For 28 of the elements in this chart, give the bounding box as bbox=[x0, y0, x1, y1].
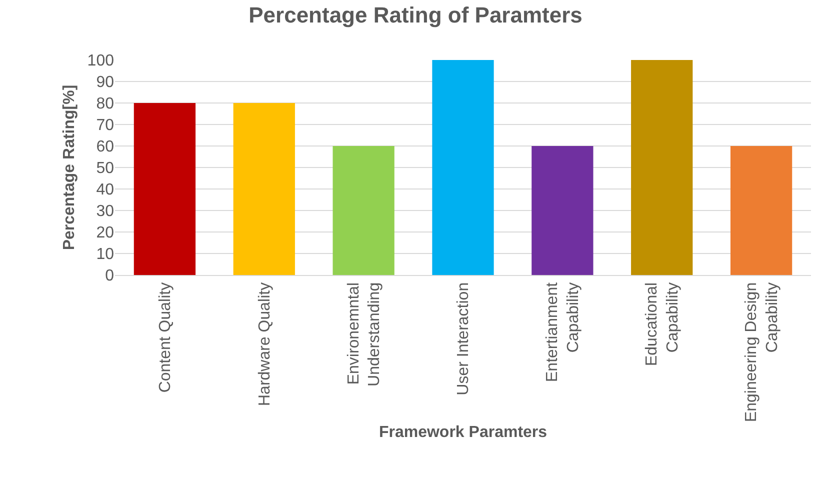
x-tick-label: Hardware Quality bbox=[256, 282, 274, 406]
y-tick-label: 40 bbox=[96, 182, 114, 199]
y-tick-label: 20 bbox=[96, 224, 114, 242]
bar bbox=[432, 60, 494, 275]
bar bbox=[730, 146, 792, 275]
y-tick-label: 70 bbox=[96, 117, 114, 134]
bar bbox=[332, 146, 394, 275]
y-tick-label: 30 bbox=[96, 203, 114, 220]
x-tick-label: Entertianment Capability bbox=[544, 282, 582, 382]
x-tick-label: Educational Capability bbox=[644, 282, 682, 366]
y-tick-label: 50 bbox=[96, 160, 114, 178]
x-tick-label: Content Quality bbox=[156, 282, 174, 393]
x-axis-title: Framework Paramters bbox=[378, 424, 548, 441]
y-tick-label: 0 bbox=[105, 268, 114, 285]
bar bbox=[233, 103, 295, 275]
y-tick-label: 90 bbox=[96, 74, 114, 92]
x-tick-label: Engineering Design Capability bbox=[743, 282, 781, 422]
y-tick-label: 60 bbox=[96, 138, 114, 156]
y-tick-label: 10 bbox=[96, 246, 114, 264]
y-tick-label: 100 bbox=[87, 52, 114, 70]
chart-title: Percentage Rating of Paramters bbox=[248, 2, 582, 28]
bar bbox=[532, 146, 594, 275]
x-tick-label: User Interaction bbox=[455, 282, 472, 396]
bar bbox=[134, 103, 196, 275]
bar bbox=[631, 60, 693, 275]
y-tick-label: 80 bbox=[96, 96, 114, 113]
y-axis-title: Percentage Rating[%] bbox=[61, 84, 78, 250]
x-tick-label: Environemntal Understanding bbox=[345, 282, 384, 386]
